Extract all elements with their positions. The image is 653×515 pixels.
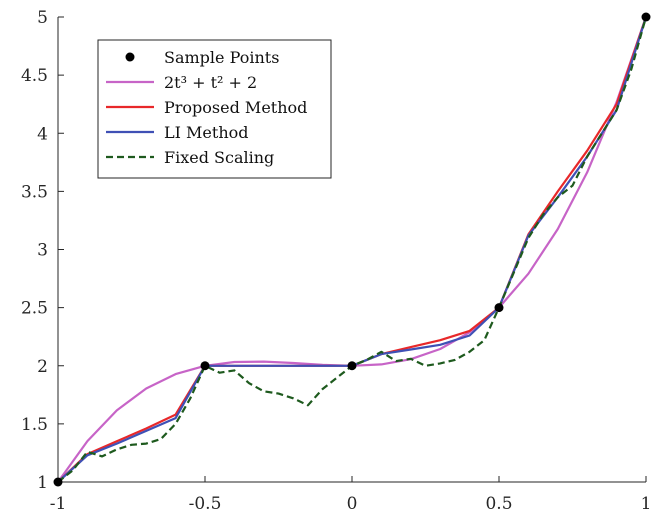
sample-point: [641, 12, 651, 22]
legend-label: 2t³ + t² + 2: [164, 73, 257, 92]
legend: Sample Points 2t³ + t² + 2 Proposed Method…: [97, 39, 332, 179]
y-tick-label: 3.5: [21, 182, 48, 202]
legend-box: [97, 39, 332, 179]
legend-label: Proposed Method: [164, 98, 307, 117]
y-tick-label: 5: [37, 8, 48, 28]
sample-point-markers: [53, 12, 651, 487]
x-tick-label: -0.5: [189, 494, 222, 514]
legend-label: LI Method: [164, 123, 249, 142]
tick-marks: -1 -0.5 0 0.5 1 1 1.5 2 2.5 3 3.5 4 4.5 5: [21, 8, 651, 514]
y-tick-label: 2.5: [21, 299, 48, 319]
sample-point: [53, 477, 63, 487]
y-tick-label: 3: [37, 241, 48, 261]
y-tick-label: 2: [37, 357, 48, 377]
legend-marker-sample-points: [125, 52, 135, 62]
sample-point: [494, 303, 504, 313]
legend-label: Sample Points: [164, 48, 279, 67]
x-tick-label: -1: [50, 494, 67, 514]
sample-point: [200, 361, 210, 371]
x-tick-label: 0: [347, 494, 358, 514]
x-tick-label: 0.5: [485, 494, 512, 514]
legend-label: Fixed Scaling: [164, 148, 274, 167]
sample-point: [347, 361, 357, 371]
x-tick-label: 1: [641, 494, 652, 514]
y-tick-label: 4: [37, 124, 48, 144]
y-tick-label: 1: [37, 473, 48, 493]
y-tick-label: 4.5: [21, 66, 48, 86]
y-tick-label: 1.5: [21, 415, 48, 435]
